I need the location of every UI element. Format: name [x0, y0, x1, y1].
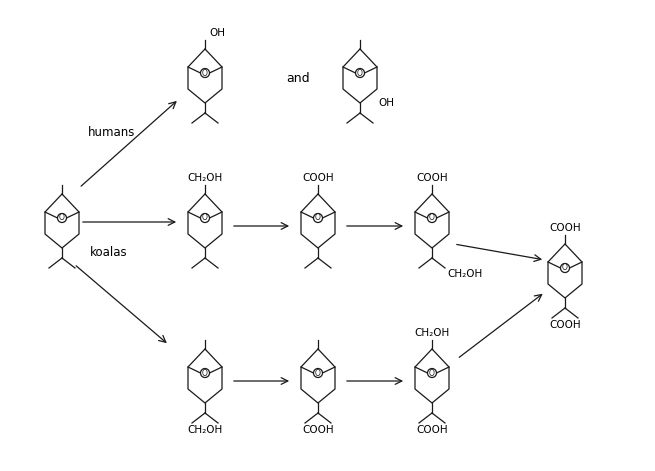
- Text: O: O: [202, 68, 208, 78]
- Text: COOH: COOH: [549, 320, 581, 330]
- Text: COOH: COOH: [302, 173, 334, 183]
- Text: OH: OH: [378, 98, 394, 108]
- Text: CH₂OH: CH₂OH: [187, 173, 223, 183]
- Circle shape: [314, 368, 322, 377]
- Text: humans: humans: [88, 127, 136, 139]
- Text: CH₂OH: CH₂OH: [447, 269, 482, 279]
- Circle shape: [356, 68, 364, 78]
- Circle shape: [200, 213, 210, 222]
- Circle shape: [561, 263, 569, 273]
- Circle shape: [314, 213, 322, 222]
- Text: CH₂OH: CH₂OH: [415, 328, 449, 338]
- Text: COOH: COOH: [549, 223, 581, 233]
- Circle shape: [200, 368, 210, 377]
- Text: CH₂OH: CH₂OH: [187, 425, 223, 435]
- Text: COOH: COOH: [416, 173, 448, 183]
- Text: koalas: koalas: [90, 246, 128, 260]
- Text: O: O: [202, 368, 208, 377]
- Circle shape: [58, 213, 67, 222]
- Circle shape: [428, 213, 436, 222]
- Text: O: O: [562, 263, 568, 273]
- Text: O: O: [315, 368, 321, 377]
- Text: O: O: [429, 213, 435, 222]
- Text: O: O: [357, 68, 363, 78]
- Circle shape: [200, 68, 210, 78]
- Text: COOH: COOH: [416, 425, 448, 435]
- Text: COOH: COOH: [302, 425, 334, 435]
- Text: O: O: [59, 213, 65, 222]
- Text: O: O: [202, 213, 208, 222]
- Text: OH: OH: [209, 28, 225, 38]
- Text: O: O: [429, 368, 435, 377]
- Text: O: O: [315, 213, 321, 222]
- Circle shape: [428, 368, 436, 377]
- Text: and: and: [286, 73, 310, 86]
